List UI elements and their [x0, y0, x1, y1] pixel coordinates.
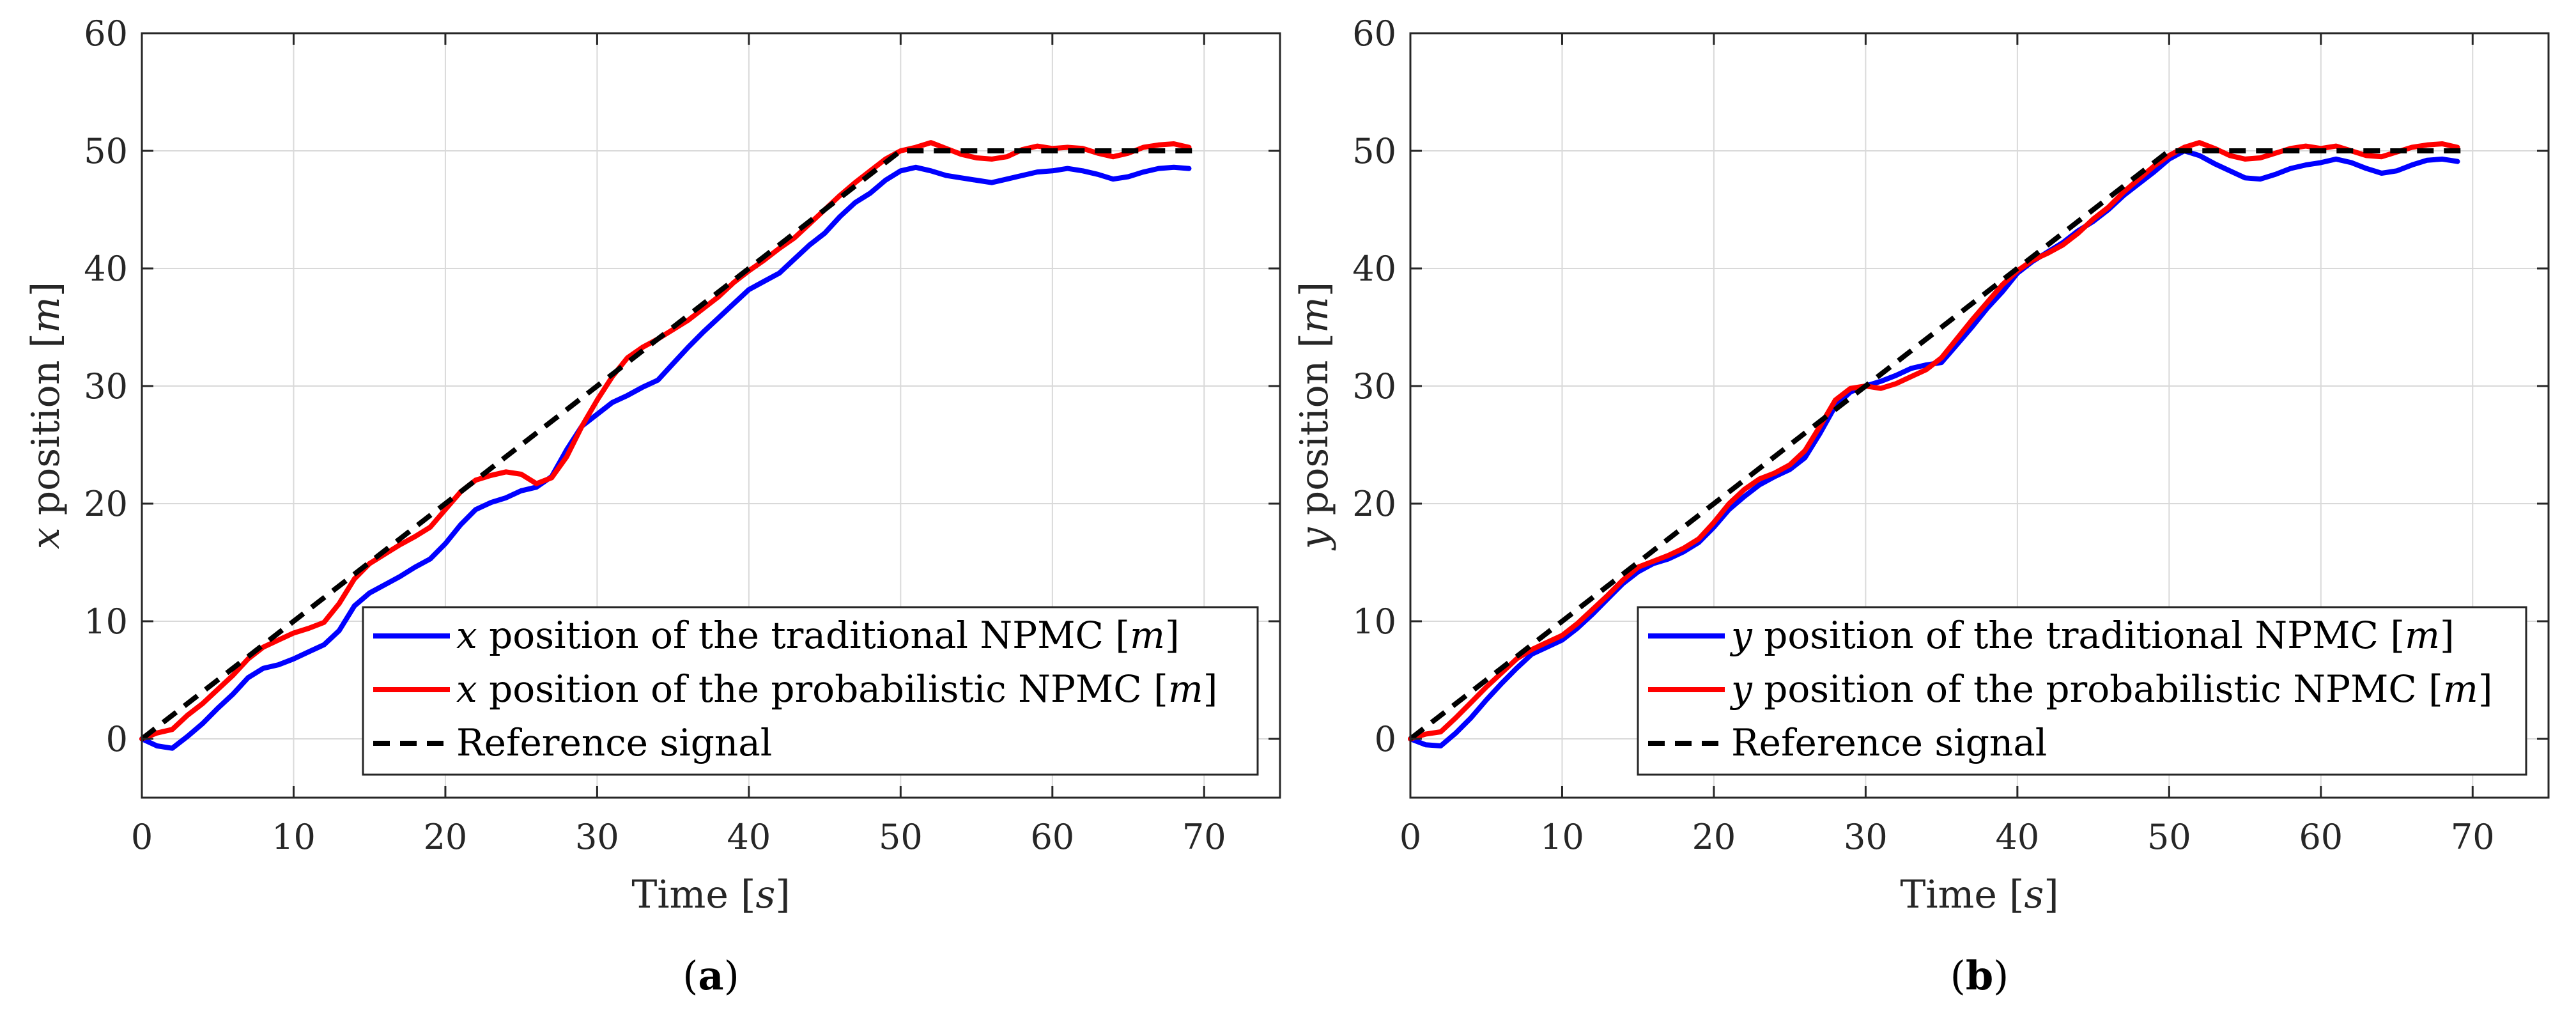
y-tick-label: 10	[1352, 601, 1396, 642]
legend-box	[362, 606, 1259, 776]
x-tick-label: 0	[131, 817, 153, 857]
x-tick-label: 30	[1844, 817, 1888, 857]
axes-box	[1409, 32, 2550, 799]
legend: x position of the traditional NPMC [m] x …	[362, 606, 1259, 776]
x-tick-label: 60	[2299, 817, 2343, 857]
y-tick-label: 60	[84, 13, 128, 54]
x-tick-label: 0	[1400, 817, 1421, 857]
axes-box	[141, 32, 1281, 799]
y-tick-label: 40	[84, 249, 128, 289]
series-line-reference	[140, 148, 1194, 741]
legend-label-traditional: x position of the traditional NPMC [m]	[456, 614, 1180, 657]
y-tick-label: 50	[84, 131, 128, 171]
legend: y position of the traditional NPMC [m] y …	[1637, 606, 2527, 776]
y-tick-label: 0	[106, 719, 128, 759]
chart-panel-a: 0 10 20 30 40 50 60 70 0 10 20 30 40 50 60 Time [s] x po…	[24, 13, 1281, 999]
x-tick-label: 60	[1030, 817, 1074, 857]
x-tick-label: 70	[1182, 817, 1226, 857]
series-line-traditional	[139, 164, 1192, 751]
y-tick-label: 30	[1352, 366, 1396, 406]
x-tick-label: 20	[424, 817, 468, 857]
x-tick-label: 70	[2451, 817, 2495, 857]
x-tick-label: 40	[1996, 817, 2040, 857]
chart-panel-b: 0 10 20 30 40 50 60 70 0 10 20 30 40 50 60 Time [s] y po…	[1292, 13, 2550, 999]
legend-label-probabilistic: y position of the probabilistic NPMC [m]	[1729, 667, 2492, 711]
y-tick-label: 30	[84, 366, 128, 406]
y-tick-label: 50	[1352, 131, 1396, 171]
series-line-reference	[1408, 148, 2462, 741]
legend-label-reference: Reference signal	[456, 721, 772, 764]
y-tick-label: 40	[1352, 249, 1396, 289]
y-tick-label: 20	[84, 484, 128, 524]
y-tick-label: 10	[84, 601, 128, 642]
panel-caption: (a)	[683, 952, 739, 999]
y-tick-label: 60	[1352, 13, 1396, 54]
legend-box	[1637, 606, 2527, 776]
y-tick-label: 20	[1352, 484, 1396, 524]
x-tick-label: 20	[1692, 817, 1736, 857]
x-tick-label: 10	[1540, 817, 1584, 857]
legend-label-traditional: y position of the traditional NPMC [m]	[1729, 614, 2455, 657]
legend-label-reference: Reference signal	[1731, 721, 2047, 764]
x-tick-label: 30	[575, 817, 619, 857]
x-tick-label: 50	[2147, 817, 2191, 857]
x-tick-label: 40	[727, 817, 771, 857]
x-axis-label: Time [s]	[1900, 872, 2058, 917]
y-axis-label: y position [m]	[1292, 282, 1337, 551]
x-tick-label: 50	[879, 817, 923, 857]
y-axis-label: x position [m]	[24, 282, 68, 549]
x-tick-label: 10	[272, 817, 316, 857]
x-axis-label: Time [s]	[631, 872, 790, 917]
panel-caption: (b)	[1950, 952, 2009, 999]
y-tick-label: 0	[1375, 719, 1396, 759]
legend-label-probabilistic: x position of the probabilistic NPMC [m]	[456, 667, 1217, 711]
